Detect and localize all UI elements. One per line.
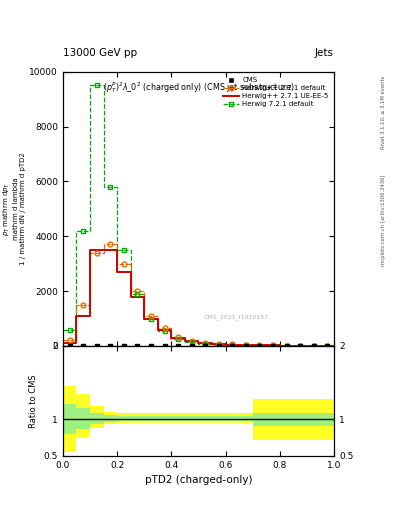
Y-axis label: Ratio to CMS: Ratio to CMS <box>29 374 38 428</box>
Text: 13000 GeV pp: 13000 GeV pp <box>63 48 137 58</box>
Text: mcplots.cern.ch [arXiv:1306.3436]: mcplots.cern.ch [arXiv:1306.3436] <box>381 175 386 266</box>
Text: Rivet 3.1.10, ≥ 3.1M events: Rivet 3.1.10, ≥ 3.1M events <box>381 76 386 150</box>
Legend: CMS, Herwig++ 2.7.1 default, Herwig++ 2.7.1 UE-EE-5, Herwig 7.2.1 default: CMS, Herwig++ 2.7.1 default, Herwig++ 2.… <box>221 75 331 110</box>
Y-axis label: mathrm d$^2$N
$p_T$ mathrm d$p_T$
mathrm d lambda
1 / mathrm dN / mathrm d pTD2: mathrm d$^2$N $p_T$ mathrm d$p_T$ mathrm… <box>0 153 26 265</box>
Text: CMS_2021_I1920187: CMS_2021_I1920187 <box>204 314 269 320</box>
Text: Jets: Jets <box>315 48 334 58</box>
X-axis label: pTD2 (charged-only): pTD2 (charged-only) <box>145 475 252 485</box>
Text: $(p_T^P)^2\lambda\_0^2$ (charged only) (CMS jet substructure): $(p_T^P)^2\lambda\_0^2$ (charged only) (… <box>103 80 294 95</box>
